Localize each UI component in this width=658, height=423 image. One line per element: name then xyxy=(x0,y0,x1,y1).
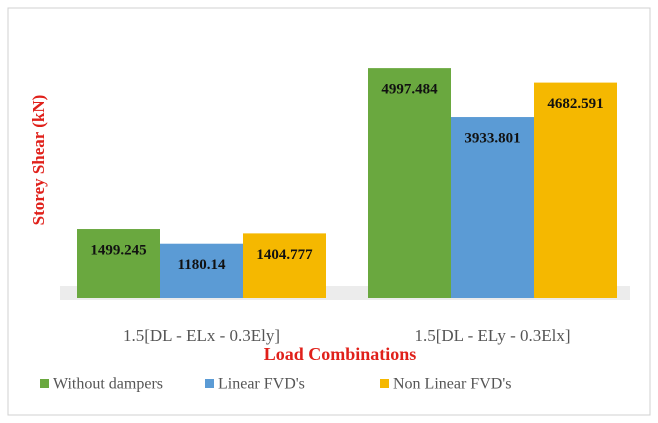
legend-label: Non Linear FVD's xyxy=(393,376,511,393)
data-label: 3933.801 xyxy=(464,130,520,146)
legend-label: Without dampers xyxy=(53,376,163,393)
legend-swatch xyxy=(40,379,49,388)
bar xyxy=(243,233,326,298)
bar xyxy=(534,82,617,298)
x-axis-title: Load Combinations xyxy=(264,344,417,364)
bar xyxy=(451,117,534,298)
x-tick-label: 1.5[DL - ELy - 0.3Elx] xyxy=(414,326,570,345)
data-label: 1499.245 xyxy=(90,242,146,258)
bar xyxy=(77,229,160,298)
data-label: 1404.777 xyxy=(256,247,313,263)
bar xyxy=(160,243,243,298)
data-label: 4682.591 xyxy=(547,96,603,112)
data-label: 1180.14 xyxy=(178,257,226,273)
bar xyxy=(368,68,451,298)
legend-swatch xyxy=(380,379,389,388)
x-tick-label: 1.5[DL - ELx - 0.3Ely] xyxy=(123,326,280,345)
legend-swatch xyxy=(205,379,214,388)
data-label: 4997.484 xyxy=(381,82,438,98)
legend-label: Linear FVD's xyxy=(218,376,305,393)
y-axis-title: Storey Shear (kN) xyxy=(29,95,48,226)
